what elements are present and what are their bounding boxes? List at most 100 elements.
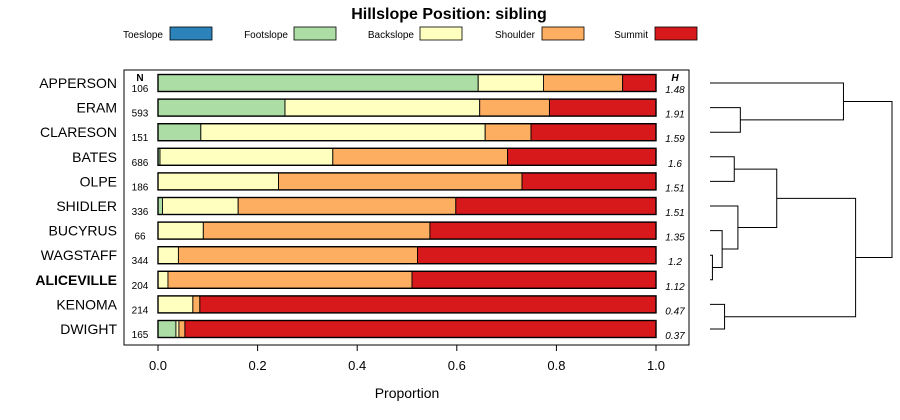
bar-outline-aliceville (157, 270, 657, 289)
bars-group (157, 73, 657, 339)
n-column-header: N (136, 73, 143, 84)
h-label-bates: 1.6 (668, 159, 682, 170)
n-label-clareson: 151 (132, 133, 149, 144)
bar-aliceville-summit (411, 270, 657, 289)
h-label-eram: 1.91 (665, 110, 684, 121)
bar-clareson-shoulder (484, 123, 532, 142)
category-label-bates: BATES (72, 149, 117, 165)
category-label-shidler: SHIDLER (56, 198, 117, 214)
bar-aliceville-shoulder (167, 270, 413, 289)
bar-olpe-shoulder (278, 172, 523, 191)
dendrogram-branch-6 (710, 107, 741, 133)
h-label-shidler: 1.51 (665, 208, 684, 219)
category-labels: APPERSON ERAM CLARESON BATES OLPE SHIDLER BUCY… (35, 75, 117, 337)
bar-outline-apperson (157, 73, 657, 93)
n-label-shidler: 336 (132, 207, 149, 218)
n-label-eram: 593 (132, 109, 149, 120)
bar-wagstaff-shoulder (177, 246, 418, 265)
bar-outline-kenoma (157, 295, 657, 314)
legend-swatch-shoulder (541, 26, 585, 41)
bar-outline-eram (157, 98, 657, 117)
category-label-clareson: CLARESON (40, 124, 117, 140)
bar-kenoma-backslope (157, 295, 194, 314)
legend-swatch-footslope (293, 26, 337, 41)
dendrogram-branch-4 (710, 156, 735, 182)
bar-eram-footslope (157, 98, 286, 117)
bar-apperson-backslope (477, 74, 544, 92)
bar-bates-backslope (159, 147, 334, 166)
n-label-wagstaff: 344 (132, 256, 149, 267)
bar-eram-shoulder (479, 98, 550, 117)
bar-eram-backslope (284, 98, 481, 117)
legend-label-shoulder: Shoulder (495, 30, 536, 41)
bar-aliceville-backslope (157, 270, 169, 289)
x-tick-label-4: 0.8 (547, 358, 565, 373)
dendrogram-branch-0 (710, 254, 713, 281)
x-tick-label-5: 1.0 (647, 358, 665, 373)
h-label-clareson: 1.59 (665, 134, 685, 145)
bar-apperson-summit (622, 74, 657, 92)
x-axis: 0.0 0.2 0.4 0.6 0.8 1.0 (149, 345, 665, 373)
bar-outline-olpe (157, 172, 657, 191)
plot-frame (123, 69, 690, 346)
h-label-apperson: 1.48 (665, 85, 685, 96)
dendrogram-branch-2 (710, 205, 739, 250)
dendrogram-branch-8 (710, 82, 844, 121)
x-tick-label-2: 0.4 (348, 358, 366, 373)
bar-outline-dwight (157, 319, 657, 339)
bar-wagstaff-backslope (157, 246, 179, 265)
bar-outline-shidler (157, 196, 657, 216)
n-label-olpe: 186 (132, 182, 149, 193)
x-axis-label: Proportion (375, 385, 440, 401)
h-label-bucyrus: 1.35 (665, 233, 685, 244)
bar-dwight-summit (184, 320, 657, 338)
bar-apperson-footslope (157, 74, 479, 92)
bar-outline-clareson (157, 122, 657, 142)
bar-bucyrus-shoulder (202, 221, 431, 240)
h-label-olpe: 1.51 (665, 183, 684, 194)
dendrogram-branch-5 (734, 168, 778, 229)
bar-outline-bucyrus (157, 221, 657, 240)
bar-shidler-shoulder (237, 197, 457, 215)
category-label-olpe: OLPE (80, 173, 117, 189)
h-labels: 1.48 1.91 1.59 1.6 1.51 1.51 1.35 1.2 1.12 0.47 0.… (665, 85, 685, 342)
bar-olpe-backslope (157, 172, 279, 191)
dendrogram-branch-7 (724, 197, 857, 318)
bar-clareson-summit (530, 123, 657, 142)
h-column-header: H (671, 73, 679, 84)
n-labels: 106 593 151 686 186 336 66 344 204 214 165 (132, 84, 149, 341)
dendrogram-branch-3 (710, 303, 726, 330)
dendrogram-branch-9 (843, 100, 893, 259)
n-label-aliceville: 204 (132, 281, 149, 292)
bar-wagstaff-summit (417, 246, 657, 265)
legend-swatch-backslope (419, 26, 463, 41)
legend-swatch-summit (654, 26, 698, 41)
bar-bates-summit (507, 147, 657, 166)
bar-clareson-footslope (157, 123, 202, 142)
category-label-bucyrus: BUCYRUS (49, 223, 117, 239)
legend-label-footslope: Footslope (244, 30, 288, 41)
legend: Toeslope Footslope Backslope Shoulder Summit (123, 26, 698, 41)
x-tick-label-1: 0.2 (249, 358, 267, 373)
bar-olpe-summit (521, 172, 657, 191)
legend-label-summit: Summit (614, 30, 648, 41)
category-label-dwight: DWIGHT (60, 321, 117, 337)
category-label-aliceville: ALICEVILLE (35, 272, 117, 288)
x-tick-label-3: 0.6 (448, 358, 466, 373)
h-label-wagstaff: 1.2 (668, 257, 682, 268)
legend-label-toeslope: Toeslope (123, 30, 163, 41)
n-label-dwight: 165 (132, 330, 149, 341)
bar-bucyrus-backslope (157, 221, 204, 240)
dendrogram (710, 82, 893, 330)
legend-label-backslope: Backslope (368, 30, 415, 41)
bar-shidler-summit (455, 197, 657, 215)
bar-shidler-backslope (162, 197, 239, 215)
bar-bucyrus-summit (429, 221, 657, 240)
bar-kenoma-summit (199, 295, 657, 314)
bar-kenoma-shoulder (192, 295, 201, 314)
bar-outline-bates (157, 147, 657, 167)
bar-outline-wagstaff (157, 245, 657, 265)
h-label-aliceville: 1.12 (665, 282, 685, 293)
bar-dwight-shoulder (178, 320, 186, 338)
